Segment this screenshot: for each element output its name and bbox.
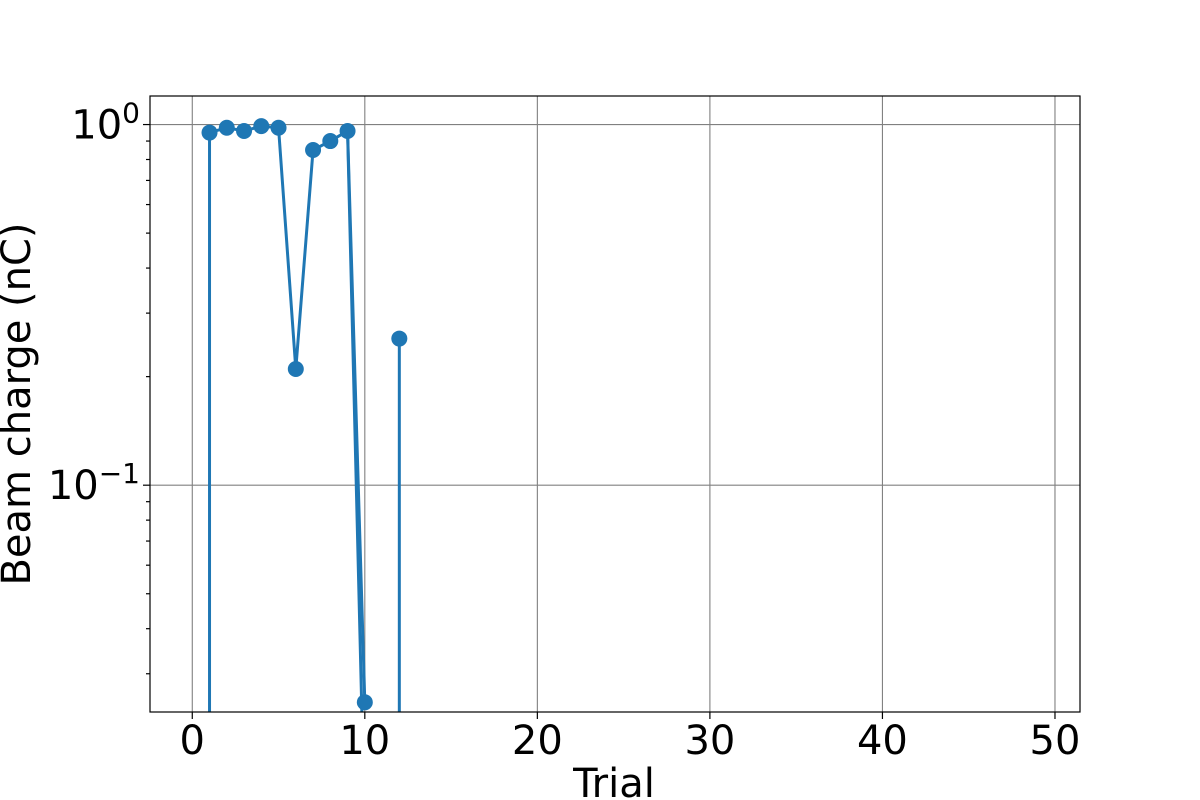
data-point xyxy=(270,119,287,136)
data-point xyxy=(339,122,356,139)
data-point xyxy=(305,142,322,159)
x-tick-label: 10 xyxy=(339,718,390,764)
x-axis-label: Trial xyxy=(572,761,655,800)
data-point xyxy=(218,119,235,136)
y-tick-base: 10 xyxy=(71,103,122,149)
y-tick-label: 100 xyxy=(71,97,140,149)
data-point xyxy=(322,133,339,150)
y-tick-exponent: 0 xyxy=(122,97,140,130)
data-point xyxy=(287,360,304,377)
data-point xyxy=(201,124,218,141)
series-layer xyxy=(201,118,408,712)
y-tick-label: 10−1 xyxy=(48,457,140,509)
x-tick-label: 0 xyxy=(180,718,205,764)
data-point xyxy=(391,330,408,347)
data-point xyxy=(236,122,253,139)
x-tick-label: 50 xyxy=(1030,718,1081,764)
x-tick-label: 20 xyxy=(512,718,563,764)
data-point xyxy=(253,118,270,135)
y-tick-base: 10 xyxy=(48,463,99,509)
x-tick-label: 30 xyxy=(684,718,735,764)
series-clip-group xyxy=(208,124,401,712)
data-point xyxy=(356,694,373,711)
grid-layer xyxy=(150,96,1080,712)
plot-frame xyxy=(149,95,1081,713)
y-tick-exponent: −1 xyxy=(99,457,140,490)
x-tick-label: 40 xyxy=(857,718,908,764)
y-axis-label: Beam charge (nC) xyxy=(0,222,40,585)
series-line xyxy=(209,124,367,703)
